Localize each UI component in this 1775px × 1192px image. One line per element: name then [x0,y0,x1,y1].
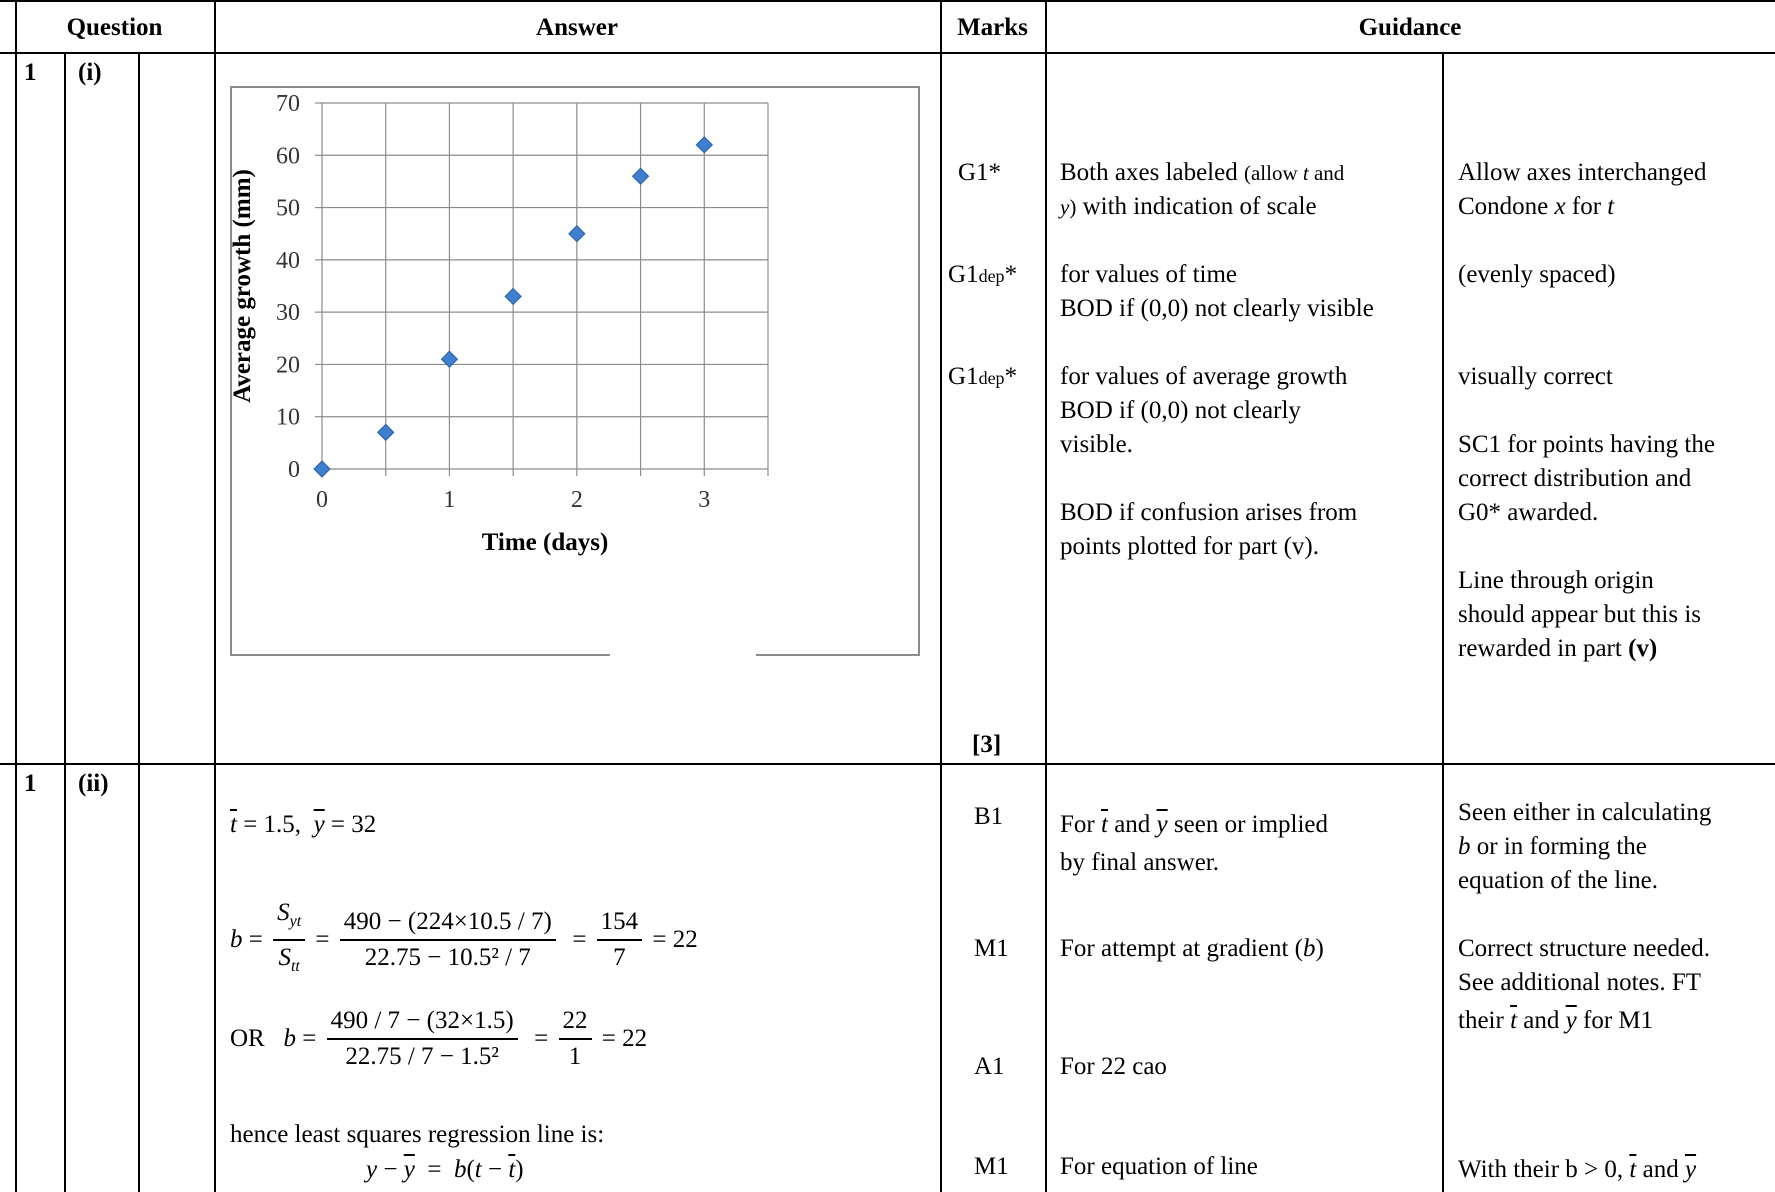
x-axis-label: Time (days) [482,529,609,556]
x-tick-label: 2 [571,487,583,513]
note-with-their: With their b > 0, t and y [1458,1156,1697,1183]
guidance-means: For t and y seen or implied [1060,811,1329,838]
note-seen-2: b or in forming the [1458,833,1647,860]
data-point [440,350,459,368]
guidance-axes: Both axes labeled (allow t and [1060,159,1345,186]
guidance-means-2: by final answer. [1060,849,1219,876]
guidance-axes-2: y) with indication of scale [1060,193,1317,220]
header-bottom-border [0,52,1775,54]
x-tick-label: 1 [443,487,455,513]
b-fraction: 490 − (224×10.5 / 7) 22.75 − 10.5² / 7 [339,905,556,975]
t-bar-value: = 1.5, [243,811,302,838]
note-sc1-2: correct distribution and [1458,465,1692,492]
y-tick-label: 10 [276,405,300,431]
question-part: (i) [78,59,102,86]
mark-g1dep: G1dep* [948,261,1018,288]
mark-g1dep-sub: dep [978,266,1005,286]
question-number: 1 [24,59,37,86]
guidance-gradient: For attempt at gradient (b) [1060,935,1324,962]
s-ratio: Syt Stt [273,896,306,984]
data-point [631,167,650,185]
guidance-bod-time: BOD if (0,0) not clearly visible [1060,295,1374,322]
mark-g1: G1* [958,159,1002,186]
y-bar-value: = 32 [330,811,377,838]
col-border [940,0,942,1192]
note-sc1-3: G0* awarded. [1458,499,1599,526]
guidance-confusion: BOD if confusion arises from [1060,499,1358,526]
y-tick-label: 0 [288,457,300,483]
col-border [138,52,140,1192]
note-ft: their t and y for M1 [1458,1007,1654,1034]
note-seen: Seen either in calculating [1458,799,1712,826]
note-visually: visually correct [1458,363,1613,390]
header-answer: Answer [536,14,618,41]
chart-frame-bottom-left [230,654,610,656]
y-tick-label: 70 [276,91,300,117]
table-top-border [0,0,1775,2]
mark-a1: A1 [974,1053,1005,1080]
guidance-confusion-2: points plotted for part (v). [1060,533,1319,560]
y-tick-label: 20 [276,352,300,378]
mark-b1: B1 [974,803,1004,830]
chart-frame-bottom-right [756,654,918,656]
col-border [214,0,216,1192]
mark-m1-line: M1 [974,1153,1009,1180]
hence-text: hence least squares regression line is: [230,1121,605,1148]
header-question: Question [66,14,163,41]
x-tick-label: 0 [316,487,328,513]
guidance-growth: for values of average growth [1060,363,1348,390]
guidance-bod-growth-2: visible. [1060,431,1133,458]
y-tick-label: 40 [276,248,300,274]
col-border [15,0,17,1192]
y-axis-label: Average growth (mm) [230,169,256,403]
note-line-3: rewarded in part (v) [1458,635,1658,662]
means-line: t = 1.5, y = 32 [230,811,377,838]
row-divider [0,763,1775,765]
b-alt-simplified: 22 1 [558,1004,592,1074]
guidance-cao: For 22 cao [1060,1053,1167,1080]
y-tick-label: 50 [276,196,300,222]
regression-equation: y − y = b(t − t) [366,1156,524,1183]
question-number: 1 [24,770,37,797]
mark-g1dep: G1dep* [948,363,1018,390]
header-marks: Marks [957,14,1028,41]
note-condone: Condone x for t [1458,193,1615,220]
note-line: Line through origin [1458,567,1654,594]
note-seen-3: equation of the line. [1458,867,1658,894]
header-guidance: Guidance [1358,14,1462,41]
data-point [313,460,331,478]
col-border [64,52,66,1192]
y-tick-label: 60 [276,143,300,169]
b-formula: b = Syt Stt = 490 − (224×10.5 / 7) 22.75 −… [230,896,698,984]
b-alt-formula: OR b = 490 / 7 − (32×1.5) 22.75 / 7 − 1.5… [230,1004,647,1074]
col-border [1442,52,1444,1192]
b-alt-fraction: 490 / 7 − (32×1.5) 22.75 / 7 − 1.5² [326,1004,518,1074]
scatter-chart: 0 10 20 30 40 50 60 70 0 1 2 3 Time (days) Average … [230,91,769,556]
mark-total: [3] [972,731,1002,758]
chart-frame [230,86,920,656]
mark-g1dep-sub: dep [978,368,1005,388]
x-tick-label: 3 [698,487,710,513]
note-additional: See additional notes. FT [1458,969,1702,996]
guidance-bod-growth: BOD if (0,0) not clearly [1060,397,1301,424]
note-structure: Correct structure needed. [1458,935,1710,962]
col-border [1045,0,1047,1192]
data-point [377,423,395,442]
data-point [695,136,713,154]
note-interchanged: Allow axes interchanged [1458,159,1707,186]
note-sc1: SC1 for points having the [1458,431,1715,458]
y-tick-label: 30 [276,300,300,326]
b-simplified: 154 7 [596,905,643,975]
question-part: (ii) [78,770,109,797]
data-point [504,287,522,306]
mark-m1: M1 [974,935,1009,962]
data-point [568,225,586,243]
guidance-time: for values of time [1060,261,1238,288]
guidance-means-text: seen or implied [1173,811,1329,838]
note-line-2: should appear but this is [1458,601,1702,628]
note-evenly: (evenly spaced) [1458,261,1616,288]
guidance-equation: For equation of line [1060,1153,1258,1180]
